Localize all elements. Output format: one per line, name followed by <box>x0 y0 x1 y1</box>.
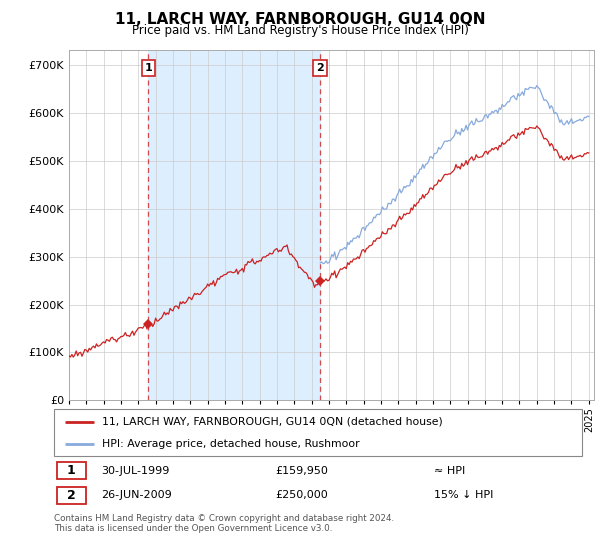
FancyBboxPatch shape <box>56 462 86 479</box>
Text: HPI: Average price, detached house, Rushmoor: HPI: Average price, detached house, Rush… <box>101 438 359 449</box>
Bar <box>148 50 320 400</box>
Text: Contains HM Land Registry data © Crown copyright and database right 2024.
This d: Contains HM Land Registry data © Crown c… <box>54 514 394 534</box>
FancyBboxPatch shape <box>56 487 86 504</box>
Text: 11, LARCH WAY, FARNBOROUGH, GU14 0QN: 11, LARCH WAY, FARNBOROUGH, GU14 0QN <box>115 12 485 27</box>
Text: 26-JUN-2009: 26-JUN-2009 <box>101 491 172 501</box>
Text: 2: 2 <box>316 63 324 73</box>
Text: 11, LARCH WAY, FARNBOROUGH, GU14 0QN (detached house): 11, LARCH WAY, FARNBOROUGH, GU14 0QN (de… <box>101 417 442 427</box>
Text: 1: 1 <box>67 464 76 477</box>
Text: £250,000: £250,000 <box>276 491 329 501</box>
Text: 2: 2 <box>67 489 76 502</box>
Text: 1: 1 <box>145 63 152 73</box>
Text: 30-JUL-1999: 30-JUL-1999 <box>101 465 170 475</box>
Text: Price paid vs. HM Land Registry's House Price Index (HPI): Price paid vs. HM Land Registry's House … <box>131 24 469 36</box>
FancyBboxPatch shape <box>54 409 582 456</box>
Text: ≈ HPI: ≈ HPI <box>434 465 466 475</box>
Text: £159,950: £159,950 <box>276 465 329 475</box>
Text: 15% ↓ HPI: 15% ↓ HPI <box>434 491 494 501</box>
